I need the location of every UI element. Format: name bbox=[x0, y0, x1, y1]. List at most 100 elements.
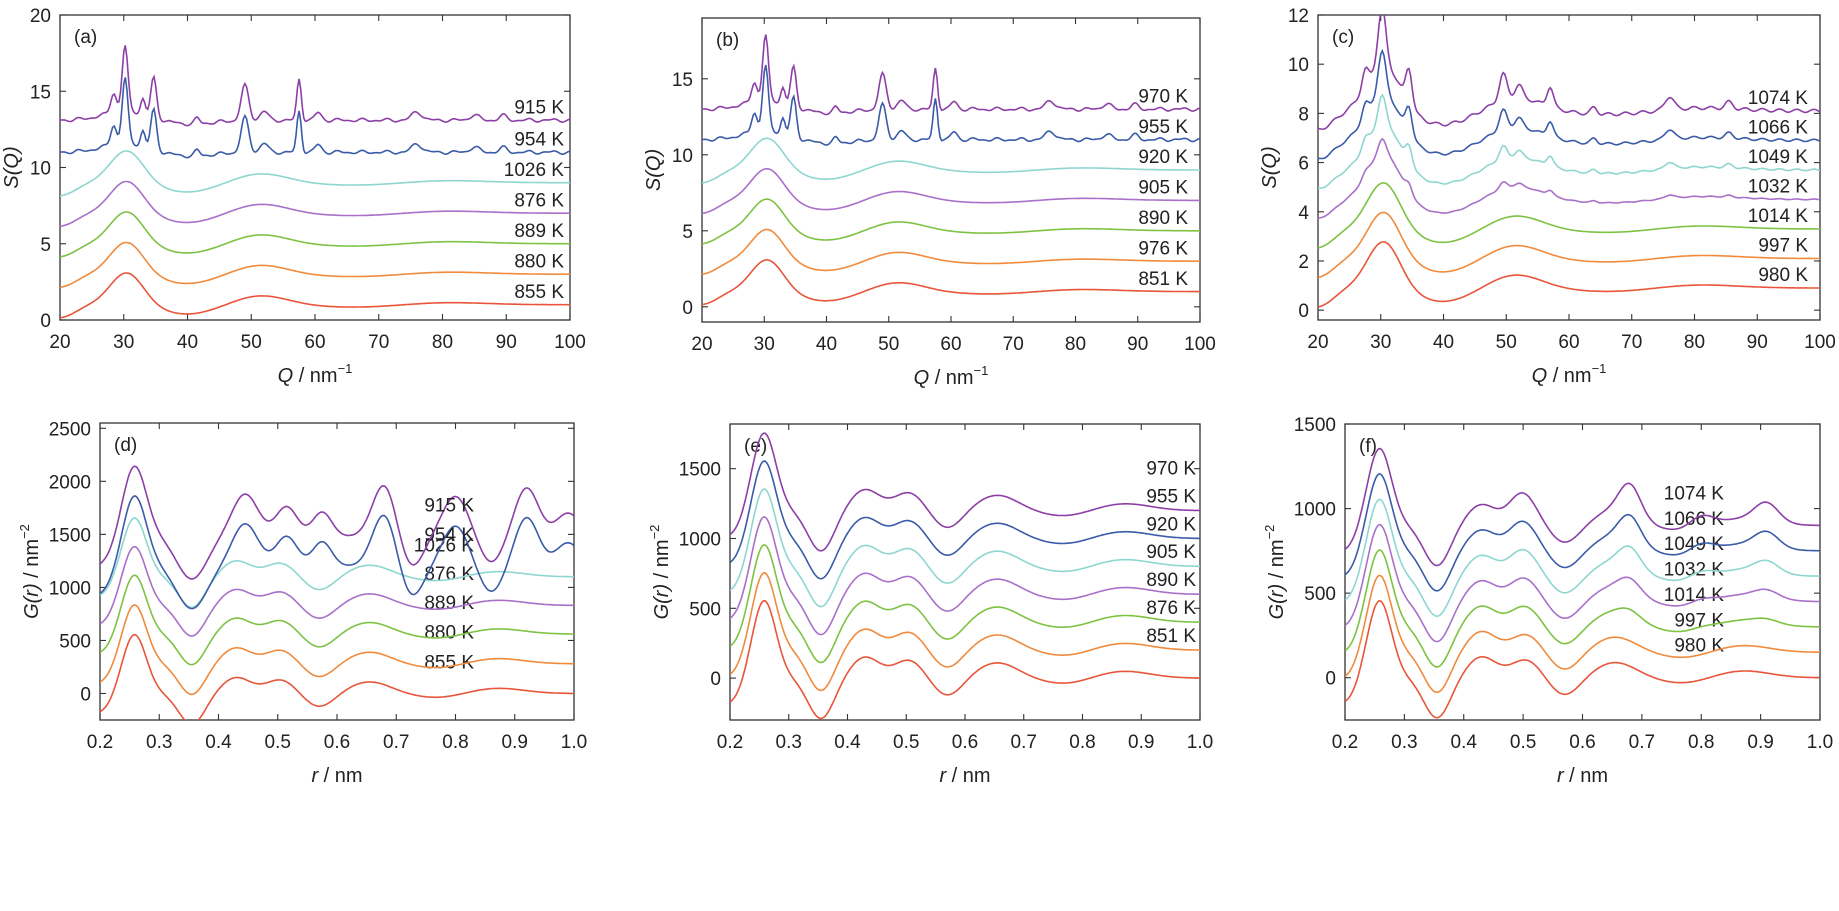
x-tick-label: 0.2 bbox=[1332, 732, 1358, 753]
x-tick-label: 0.6 bbox=[1569, 732, 1595, 753]
x-axis-label: r / nm bbox=[311, 765, 362, 787]
series-line-1049-k bbox=[1345, 498, 1820, 618]
panel-tag: (b) bbox=[716, 30, 739, 51]
series-line-970-k bbox=[702, 34, 1200, 116]
y-tick-label: 15 bbox=[30, 82, 51, 103]
series-line-851-k bbox=[730, 599, 1200, 720]
series-label: 1074 K bbox=[1748, 88, 1809, 109]
x-tick-label: 90 bbox=[1747, 332, 1768, 353]
y-tick-label: 5 bbox=[682, 222, 693, 243]
series-label: 880 K bbox=[514, 251, 564, 272]
series-label: 980 K bbox=[1758, 265, 1808, 286]
y-tick-label: 0 bbox=[682, 298, 693, 319]
series-label: 980 K bbox=[1674, 636, 1724, 657]
series-line-876-k bbox=[730, 571, 1200, 692]
series-line-855-k bbox=[100, 633, 574, 720]
series-line-980-k bbox=[1345, 599, 1820, 719]
series-line-920-k bbox=[702, 137, 1200, 184]
y-tick-label: 5 bbox=[40, 235, 51, 256]
y-tick-label: 15 bbox=[672, 70, 693, 91]
panel-b: 20 30 40 50 60 70 80 90 100 0 5 10 15 Q / nm−1 S(Q) (b)… bbox=[643, 17, 1216, 389]
x-tick-label: 20 bbox=[1307, 332, 1328, 353]
x-tick-label: 30 bbox=[113, 332, 134, 353]
series-line-970-k bbox=[730, 432, 1200, 552]
x-axis-label: r / nm bbox=[1557, 765, 1608, 787]
y-tick-label: 0 bbox=[40, 311, 51, 332]
y-tick-label: 0 bbox=[80, 684, 91, 705]
x-tick-label: 0.5 bbox=[893, 732, 919, 753]
series-line-1032-k bbox=[1318, 137, 1820, 219]
series-line-1066-k bbox=[1318, 48, 1820, 160]
series-line-997-k bbox=[1318, 211, 1820, 279]
series-label: 890 K bbox=[1138, 208, 1188, 229]
x-tick-label: 20 bbox=[49, 332, 70, 353]
panel-tag: (e) bbox=[744, 436, 767, 457]
series-label: 955 K bbox=[1138, 117, 1188, 138]
x-axis-label: Q / nm−1 bbox=[278, 361, 353, 387]
x-axis-label: r / nm bbox=[939, 765, 990, 787]
series-label: 997 K bbox=[1674, 610, 1724, 631]
series-label: 889 K bbox=[514, 221, 564, 242]
x-tick-label: 0.5 bbox=[1510, 732, 1536, 753]
y-tick-label: 500 bbox=[59, 631, 91, 652]
x-tick-label: 80 bbox=[1684, 332, 1705, 353]
x-tick-label: 0.2 bbox=[87, 732, 113, 753]
series-line-1014-k bbox=[1345, 549, 1820, 668]
panel-tag: (c) bbox=[1332, 27, 1354, 48]
series-label: 976 K bbox=[1138, 238, 1188, 259]
series-line-997-k bbox=[1345, 574, 1820, 694]
series-label: 955 K bbox=[1146, 486, 1196, 507]
series-label: 1049 K bbox=[1748, 147, 1809, 168]
series-label: 905 K bbox=[1146, 542, 1196, 563]
panel-a: 20 30 40 50 60 70 80 90 100 0 5 10 15 20 Q / nm−1 S(Q) (… bbox=[1, 6, 586, 387]
series-line-955-k bbox=[730, 460, 1200, 580]
y-tick-label: 1000 bbox=[1294, 500, 1336, 521]
series-label: 876 K bbox=[514, 190, 564, 211]
x-tick-label: 30 bbox=[1370, 332, 1391, 353]
panel-c: 20 30 40 50 60 70 80 90 100 0 2 4 6 8 10 12 Q / nm−1 S(Q)… bbox=[1259, 6, 1836, 387]
x-axis-label: Q / nm−1 bbox=[1532, 361, 1607, 387]
series-line-976-k bbox=[702, 228, 1200, 276]
x-tick-label: 60 bbox=[304, 332, 325, 353]
x-tick-label: 40 bbox=[1433, 332, 1454, 353]
series-label: 970 K bbox=[1146, 458, 1196, 479]
series-line-1066-k bbox=[1345, 473, 1820, 592]
series-line-876-k bbox=[60, 180, 570, 228]
series-line-1014-k bbox=[1318, 182, 1820, 249]
series-label: 1014 K bbox=[1748, 206, 1809, 227]
series-line-1074-k bbox=[1345, 447, 1820, 567]
y-tick-label: 0 bbox=[1298, 301, 1309, 322]
series-line-955-k bbox=[702, 64, 1200, 146]
x-tick-label: 80 bbox=[1065, 334, 1086, 355]
x-tick-label: 0.9 bbox=[1747, 732, 1773, 753]
series-label: 954 K bbox=[424, 525, 474, 546]
series-line-880-k bbox=[60, 241, 570, 289]
y-axis-label: S(Q) bbox=[1259, 146, 1281, 188]
series-label: 1066 K bbox=[1748, 117, 1809, 138]
series-line-1032-k bbox=[1345, 523, 1820, 643]
y-axis-label: S(Q) bbox=[1, 146, 23, 188]
x-tick-label: 50 bbox=[241, 332, 262, 353]
x-tick-label: 0.7 bbox=[383, 732, 409, 753]
y-tick-label: 4 bbox=[1298, 203, 1309, 224]
x-tick-label: 0.7 bbox=[1011, 732, 1037, 753]
series-label: 997 K bbox=[1758, 235, 1808, 256]
panel-tag: (f) bbox=[1359, 436, 1377, 457]
x-tick-label: 0.8 bbox=[442, 732, 468, 753]
x-tick-label: 60 bbox=[940, 334, 961, 355]
series-line-889-k bbox=[60, 211, 570, 258]
y-tick-label: 1000 bbox=[49, 578, 91, 599]
panel-f: 0.2 0.3 0.4 0.5 0.6 0.7 0.8 0.9 1.0 0 500 1000 1500 r… bbox=[1262, 415, 1833, 787]
y-tick-label: 0 bbox=[1325, 669, 1336, 690]
y-axis-label: G(r) / nm−2 bbox=[17, 524, 43, 619]
series-label: 1014 K bbox=[1664, 585, 1725, 606]
x-tick-label: 0.2 bbox=[717, 732, 743, 753]
series-label: 920 K bbox=[1146, 514, 1196, 535]
x-tick-label: 0.3 bbox=[146, 732, 172, 753]
x-tick-label: 0.8 bbox=[1069, 732, 1095, 753]
x-tick-label: 0.4 bbox=[1451, 732, 1478, 753]
y-tick-label: 2500 bbox=[49, 419, 91, 440]
series-label: 915 K bbox=[424, 495, 474, 516]
y-tick-label: 1000 bbox=[679, 529, 721, 550]
